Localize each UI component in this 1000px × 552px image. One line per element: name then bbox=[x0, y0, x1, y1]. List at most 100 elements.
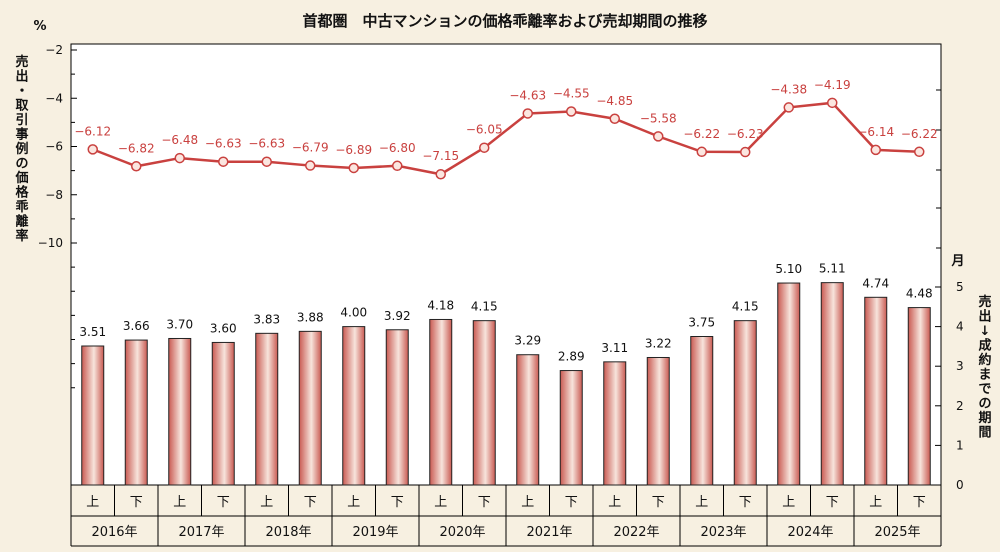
line-point bbox=[479, 142, 490, 153]
x-axis-year-label: 2025年 bbox=[874, 525, 920, 540]
line-point bbox=[305, 160, 316, 171]
x-axis-half-label: 下 bbox=[826, 495, 839, 510]
bar bbox=[559, 370, 583, 486]
bar bbox=[385, 329, 409, 486]
line-point bbox=[914, 146, 925, 158]
x-axis-half-label: 下 bbox=[217, 495, 230, 510]
x-axis-year-label: 2018年 bbox=[265, 525, 311, 540]
x-axis-half-label: 下 bbox=[478, 495, 491, 510]
bar bbox=[429, 318, 453, 486]
line-point bbox=[653, 131, 664, 142]
line-point bbox=[174, 152, 185, 164]
bar bbox=[472, 320, 496, 486]
bar-value-label: 3.75 bbox=[688, 316, 715, 330]
bar-value-label: 3.83 bbox=[253, 312, 280, 326]
line-point bbox=[392, 160, 403, 172]
left-axis-label-char: 価 bbox=[14, 170, 28, 186]
right-axis-tick-label: 3 bbox=[956, 359, 964, 373]
line-value-label: −6.63 bbox=[248, 137, 285, 151]
x-axis-year-label: 2022年 bbox=[613, 525, 659, 540]
x-axis-half-label: 下 bbox=[130, 495, 143, 510]
line-value-label: −4.85 bbox=[596, 94, 633, 108]
line-point bbox=[696, 146, 707, 158]
line-point bbox=[609, 113, 620, 125]
x-axis-half-label: 上 bbox=[521, 495, 534, 510]
left-axis-tick-label: −8 bbox=[45, 188, 63, 202]
bar-value-label: 3.29 bbox=[514, 334, 541, 348]
chart-title: 首都圏 中古マンションの価格乖離率および売却期間の推移 bbox=[302, 12, 707, 30]
line-point bbox=[740, 146, 751, 158]
x-axis-half-label: 上 bbox=[260, 495, 273, 510]
right-axis-label-char: 期 bbox=[978, 411, 991, 426]
line-value-label: −6.14 bbox=[857, 125, 894, 139]
bar-value-label: 3.60 bbox=[210, 321, 237, 335]
left-axis-label-char: 売 bbox=[15, 54, 28, 70]
x-axis-half-label: 下 bbox=[391, 495, 404, 510]
bar-value-label: 5.11 bbox=[819, 262, 846, 276]
x-axis-half-label: 下 bbox=[652, 495, 665, 510]
line-point bbox=[261, 156, 272, 167]
x-axis-year-label: 2016年 bbox=[91, 525, 137, 540]
x-axis-year-label: 2024年 bbox=[787, 525, 833, 540]
right-axis-tick-label: 2 bbox=[956, 399, 964, 413]
right-axis-label-char: 成 bbox=[978, 338, 991, 354]
plot-area bbox=[70, 43, 942, 486]
bar bbox=[298, 330, 322, 486]
line-value-label: −4.38 bbox=[770, 82, 807, 96]
line-point bbox=[435, 168, 446, 180]
line-point bbox=[522, 108, 533, 119]
left-axis-unit: % bbox=[33, 19, 46, 34]
left-axis-label-char: 離 bbox=[15, 214, 28, 230]
line-value-label: −5.58 bbox=[640, 111, 677, 125]
line-value-label: −4.19 bbox=[814, 78, 851, 92]
left-axis-tick-label: −10 bbox=[38, 236, 63, 250]
line-series bbox=[92, 101, 920, 176]
bars-layer: 3.51 3.66 3.70 3.60 3.83 3.88 4.00 3.92 4.18 4.15… bbox=[79, 262, 933, 486]
bar bbox=[168, 337, 192, 486]
x-axis-year-label: 2021年 bbox=[526, 525, 572, 540]
left-axis-tick-label: −2 bbox=[45, 43, 63, 57]
x-axis-half-label: 下 bbox=[565, 495, 578, 510]
line-value-label: −7.15 bbox=[422, 149, 459, 163]
line-point bbox=[870, 144, 881, 156]
x-axis-year-label: 2017年 bbox=[178, 525, 224, 540]
left-axis-label-char: の bbox=[15, 157, 28, 172]
right-axis-label-char: ↓ bbox=[980, 324, 991, 339]
bar-value-label: 3.92 bbox=[384, 309, 411, 323]
bar-value-label: 2.89 bbox=[558, 350, 585, 364]
bar bbox=[603, 361, 627, 486]
x-axis-half-label: 下 bbox=[913, 495, 926, 510]
left-axis-label-char: 取 bbox=[15, 99, 29, 114]
line-value-label: −4.55 bbox=[553, 87, 590, 101]
line-value-label: −6.48 bbox=[161, 133, 198, 147]
left-axis-label-char: 事 bbox=[15, 127, 28, 143]
line-point bbox=[218, 156, 229, 167]
x-axis-half-label: 上 bbox=[695, 495, 708, 510]
bar bbox=[81, 345, 105, 486]
bar bbox=[907, 307, 931, 486]
x-axis-half-label: 上 bbox=[173, 495, 186, 510]
line-value-label: −6.12 bbox=[74, 124, 111, 138]
x-axis-half-label: 上 bbox=[608, 495, 621, 510]
x-axis-half-label: 上 bbox=[869, 495, 882, 510]
left-axis-label-char: 出 bbox=[15, 69, 28, 85]
bar-value-label: 3.11 bbox=[601, 341, 628, 355]
bar bbox=[864, 296, 888, 486]
bar-value-label: 3.70 bbox=[166, 317, 193, 331]
x-axis-half-label: 上 bbox=[782, 495, 795, 510]
left-axis-label-char: 乖 bbox=[15, 199, 28, 215]
line-value-label: −6.22 bbox=[683, 127, 720, 141]
right-axis-tick-label: 4 bbox=[956, 320, 964, 334]
bar bbox=[733, 320, 757, 486]
left-axis-tick-label: −4 bbox=[45, 91, 63, 105]
line-value-label: −4.63 bbox=[509, 88, 546, 102]
right-axis-tick-label: 5 bbox=[956, 280, 964, 294]
bar-value-label: 3.66 bbox=[123, 319, 150, 333]
bar bbox=[646, 356, 670, 486]
bar-value-label: 4.18 bbox=[427, 298, 454, 312]
line-point bbox=[131, 161, 142, 172]
line-point bbox=[566, 106, 577, 117]
right-axis-label-char: 約 bbox=[978, 352, 991, 368]
